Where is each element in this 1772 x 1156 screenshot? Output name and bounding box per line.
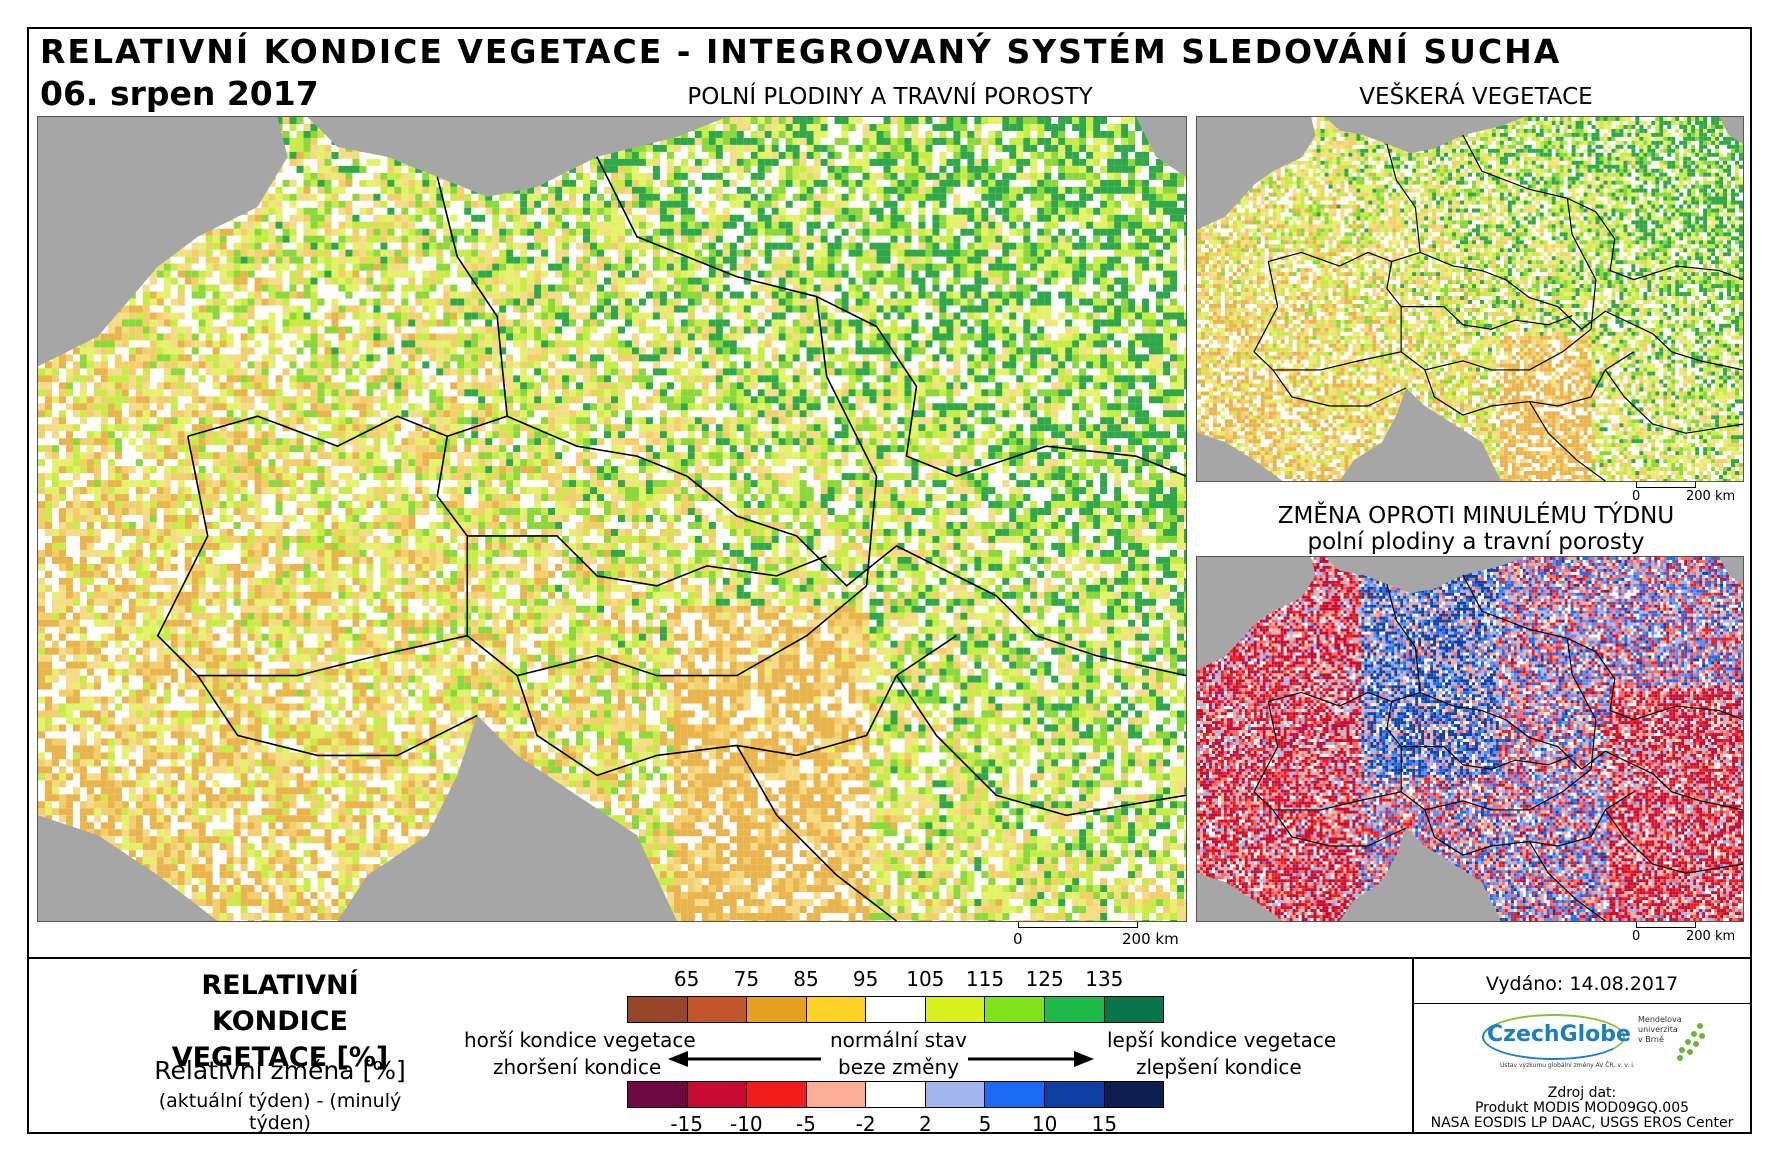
colorbar-segment <box>1104 997 1164 1022</box>
colorbar-segment <box>1104 1082 1164 1107</box>
all-vegetation-title: VEŠKERÁ VEGETACE <box>1196 84 1756 110</box>
all-vegetation-scale: 0 200 km <box>1630 482 1750 508</box>
colorbar-segment <box>628 997 688 1022</box>
colorbar-segment <box>806 997 867 1022</box>
colorbar-tick-label: 85 <box>793 967 818 991</box>
deterioration-label: zhoršení kondice <box>493 1055 661 1079</box>
colorbar-tick-label: -10 <box>730 1112 763 1136</box>
mendel-dots-icon <box>1677 1023 1705 1061</box>
condition-colorbar <box>627 996 1164 1023</box>
weekly-change-subtitle: polní plodiny a travní porosty <box>1196 529 1756 555</box>
page-title: RELATIVNÍ KONDICE VEGETACE - INTEGROVANÝ… <box>40 32 1561 71</box>
legend-change-title: Relativní změna [%] <box>130 1056 430 1085</box>
better-condition-label: lepší kondice vegetace <box>1107 1028 1336 1052</box>
source-product: Produkt MODIS MOD09GQ.005 <box>1414 1101 1750 1116</box>
colorbar-tick-label: 10 <box>1032 1112 1057 1136</box>
colorbar-segment <box>985 997 1045 1022</box>
czechglobe-logo-ring <box>1482 1014 1625 1060</box>
colorbar-segment <box>687 1082 748 1107</box>
scale-end: 200 km <box>1686 929 1735 944</box>
scale-end: 200 km <box>1122 930 1179 948</box>
source-label: Zdroj dat: <box>1414 1086 1750 1101</box>
colorbar-tick-label: 105 <box>906 967 944 991</box>
scale-zero: 0 <box>1013 930 1023 948</box>
date-label: 06. srpen 2017 <box>40 74 319 113</box>
main-map-title: POLNÍ PLODINY A TRAVNÍ POROSTY <box>640 84 1140 110</box>
colorbar-tick-label: 75 <box>734 967 759 991</box>
colorbar-segment <box>687 997 748 1022</box>
colorbar-tick-label: -5 <box>796 1112 816 1136</box>
left-arrow-icon <box>668 1051 821 1067</box>
all-vegetation-map <box>1196 116 1744 482</box>
colorbar-segment <box>1044 997 1105 1022</box>
data-source: Zdroj dat: Produkt MODIS MOD09GQ.005 NAS… <box>1414 1086 1750 1131</box>
colorbar-tick-label: 15 <box>1092 1112 1117 1136</box>
weekly-change-scale: 0 200 km <box>1630 922 1750 948</box>
colorbar-segment <box>1044 1082 1105 1107</box>
colorbar-tick-label: 2 <box>919 1112 932 1136</box>
colorbar-segment <box>747 1082 807 1107</box>
colorbar-tick-label: 125 <box>1026 967 1064 991</box>
czechglobe-logo-subtitle: Ústav výzkumu globální změny AV ČR, v. v… <box>1500 1062 1635 1069</box>
change-colorbar <box>627 1081 1164 1108</box>
source-provider: NASA EOSDIS LP DAAC, USGS EROS Center <box>1414 1116 1750 1131</box>
right-arrow-icon <box>968 1051 1094 1067</box>
colorbar-tick-label: 65 <box>674 967 699 991</box>
worse-condition-label: horší kondice vegetace <box>464 1028 696 1052</box>
colorbar-tick-label: -15 <box>670 1112 703 1136</box>
colorbar-tick-label: 95 <box>853 967 878 991</box>
no-change-label: beze změny <box>838 1055 959 1079</box>
colorbar-segment <box>866 997 926 1022</box>
colorbar-segment <box>806 1082 867 1107</box>
mendel-university-logo: Mendelova univerzita v Brně <box>1638 1015 1682 1045</box>
legend-divider <box>29 957 1750 959</box>
colorbar-segment <box>925 997 986 1022</box>
weekly-change-title: ZMĚNA OPROTI MINULÉMU TÝDNU <box>1196 503 1756 529</box>
colorbar-tick-label: -2 <box>856 1112 876 1136</box>
colorbar-segment <box>628 1082 688 1107</box>
footer-hr <box>1414 1003 1750 1004</box>
czechglobe-logo: CzechGlobe <box>1487 1022 1631 1047</box>
colorbar-segment <box>985 1082 1045 1107</box>
colorbar-tick-label: 5 <box>979 1112 992 1136</box>
issued-date: Vydáno: 14.08.2017 <box>1414 973 1750 995</box>
legend-title: RELATIVNÍ KONDICE VEGETACE [%] <box>130 968 430 1076</box>
scale-zero: 0 <box>1632 929 1640 944</box>
main-map-scale: 0 200 km <box>1010 922 1180 952</box>
main-map <box>37 116 1187 922</box>
scale-zero: 0 <box>1632 489 1640 504</box>
colorbar-segment <box>866 1082 926 1107</box>
colorbar-segment <box>747 997 807 1022</box>
improvement-label: zlepšení kondice <box>1136 1055 1302 1079</box>
normal-state-label: normální stav <box>830 1028 967 1052</box>
colorbar-tick-label: 115 <box>966 967 1004 991</box>
footer-divider <box>1412 957 1414 1132</box>
scale-end: 200 km <box>1686 489 1735 504</box>
colorbar-tick-label: 135 <box>1085 967 1123 991</box>
weekly-change-map <box>1196 556 1744 922</box>
colorbar-segment <box>925 1082 986 1107</box>
legend-change-subtitle: (aktuální týden) - (minulý týden) <box>130 1090 430 1134</box>
